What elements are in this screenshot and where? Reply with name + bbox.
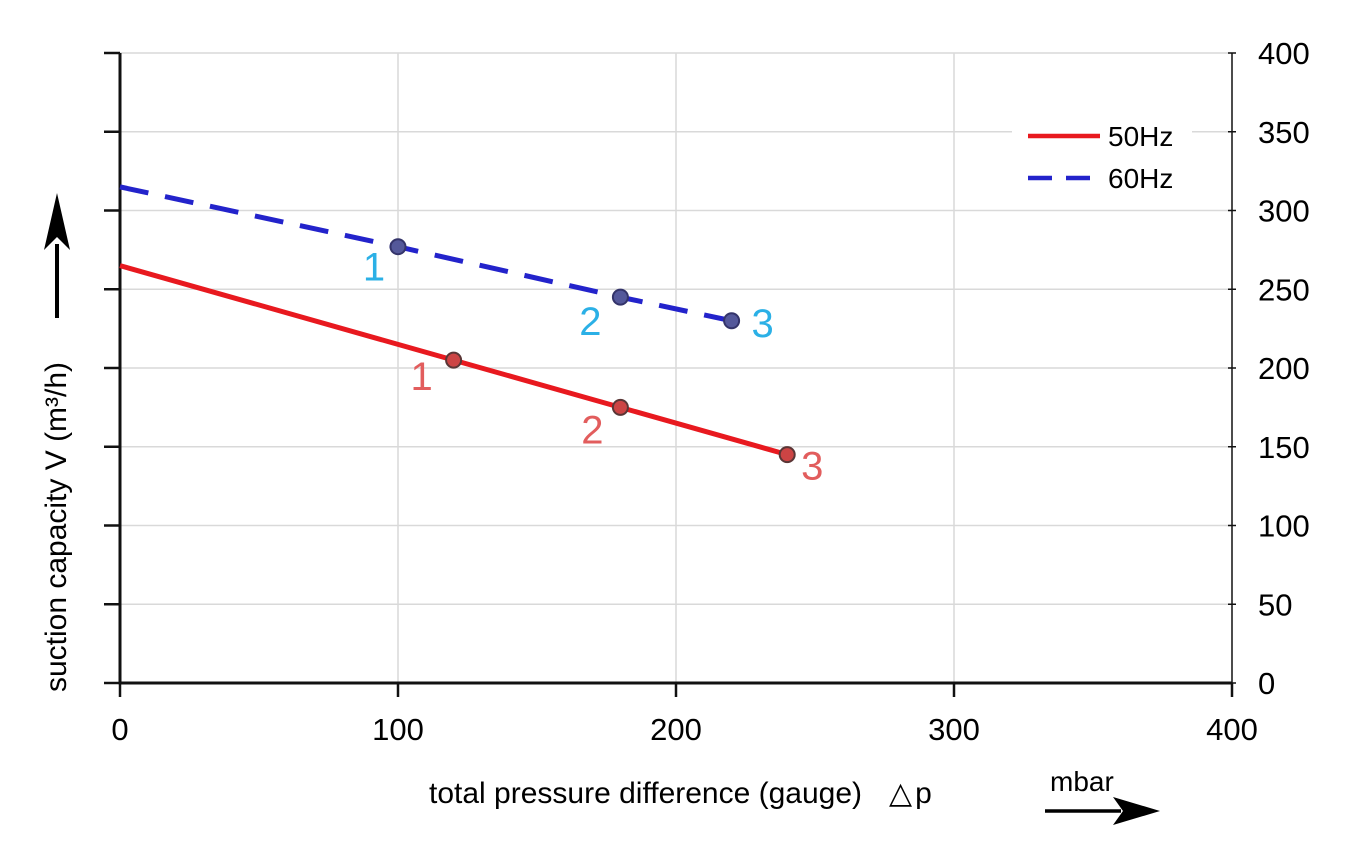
data-point-marker-50hz <box>611 398 629 416</box>
legend-label-60hz: 60Hz <box>1108 163 1173 194</box>
data-point-marker-60hz <box>611 288 629 306</box>
y-tick-label: 100 <box>1258 509 1310 544</box>
x-axis-title-text: total pressure difference (gauge) <box>429 777 863 810</box>
delta-p-symbol: △p <box>889 777 935 810</box>
legend-label-50hz: 50Hz <box>1108 121 1173 152</box>
x-tick-label: 400 <box>1206 712 1258 747</box>
data-point-marker-50hz <box>778 446 796 464</box>
x-axis-arrowhead-icon <box>1113 797 1160 825</box>
y-tick-label: 50 <box>1258 587 1292 622</box>
y-tick-label: 150 <box>1258 430 1310 465</box>
data-point-label-60hz: 1 <box>363 246 385 290</box>
x-tick-label: 100 <box>372 712 424 747</box>
data-point-label-50hz: 2 <box>581 408 603 452</box>
y-tick-label: 0 <box>1258 666 1275 701</box>
y-tick-label: 400 <box>1258 36 1310 71</box>
data-point-marker-60hz <box>723 312 741 330</box>
y-axis-title: suction capacity V (m³/h) <box>40 361 73 693</box>
data-point-label-60hz: 2 <box>579 300 601 344</box>
x-tick-label: 300 <box>928 712 980 747</box>
x-axis-title: total pressure difference (gauge) △p <box>429 776 935 811</box>
data-point-label-50hz: 3 <box>801 445 823 489</box>
x-axis-unit: mbar <box>1050 766 1114 797</box>
y-tick-label: 350 <box>1258 115 1310 150</box>
legend-background <box>1012 110 1192 205</box>
data-point-marker-60hz <box>389 238 407 256</box>
x-tick-label: 200 <box>650 712 702 747</box>
series-60hz-line <box>119 184 733 324</box>
y-tick-label: 250 <box>1258 272 1310 307</box>
y-tick-label: 200 <box>1258 351 1310 386</box>
x-tick-label: 0 <box>111 712 128 747</box>
y-tick-label: 300 <box>1258 194 1310 229</box>
data-point-label-60hz: 3 <box>751 302 773 346</box>
y-axis-arrowhead-icon <box>44 193 70 250</box>
data-point-marker-50hz <box>445 351 463 369</box>
data-point-label-50hz: 1 <box>410 355 432 399</box>
series-50hz-line <box>119 263 788 458</box>
